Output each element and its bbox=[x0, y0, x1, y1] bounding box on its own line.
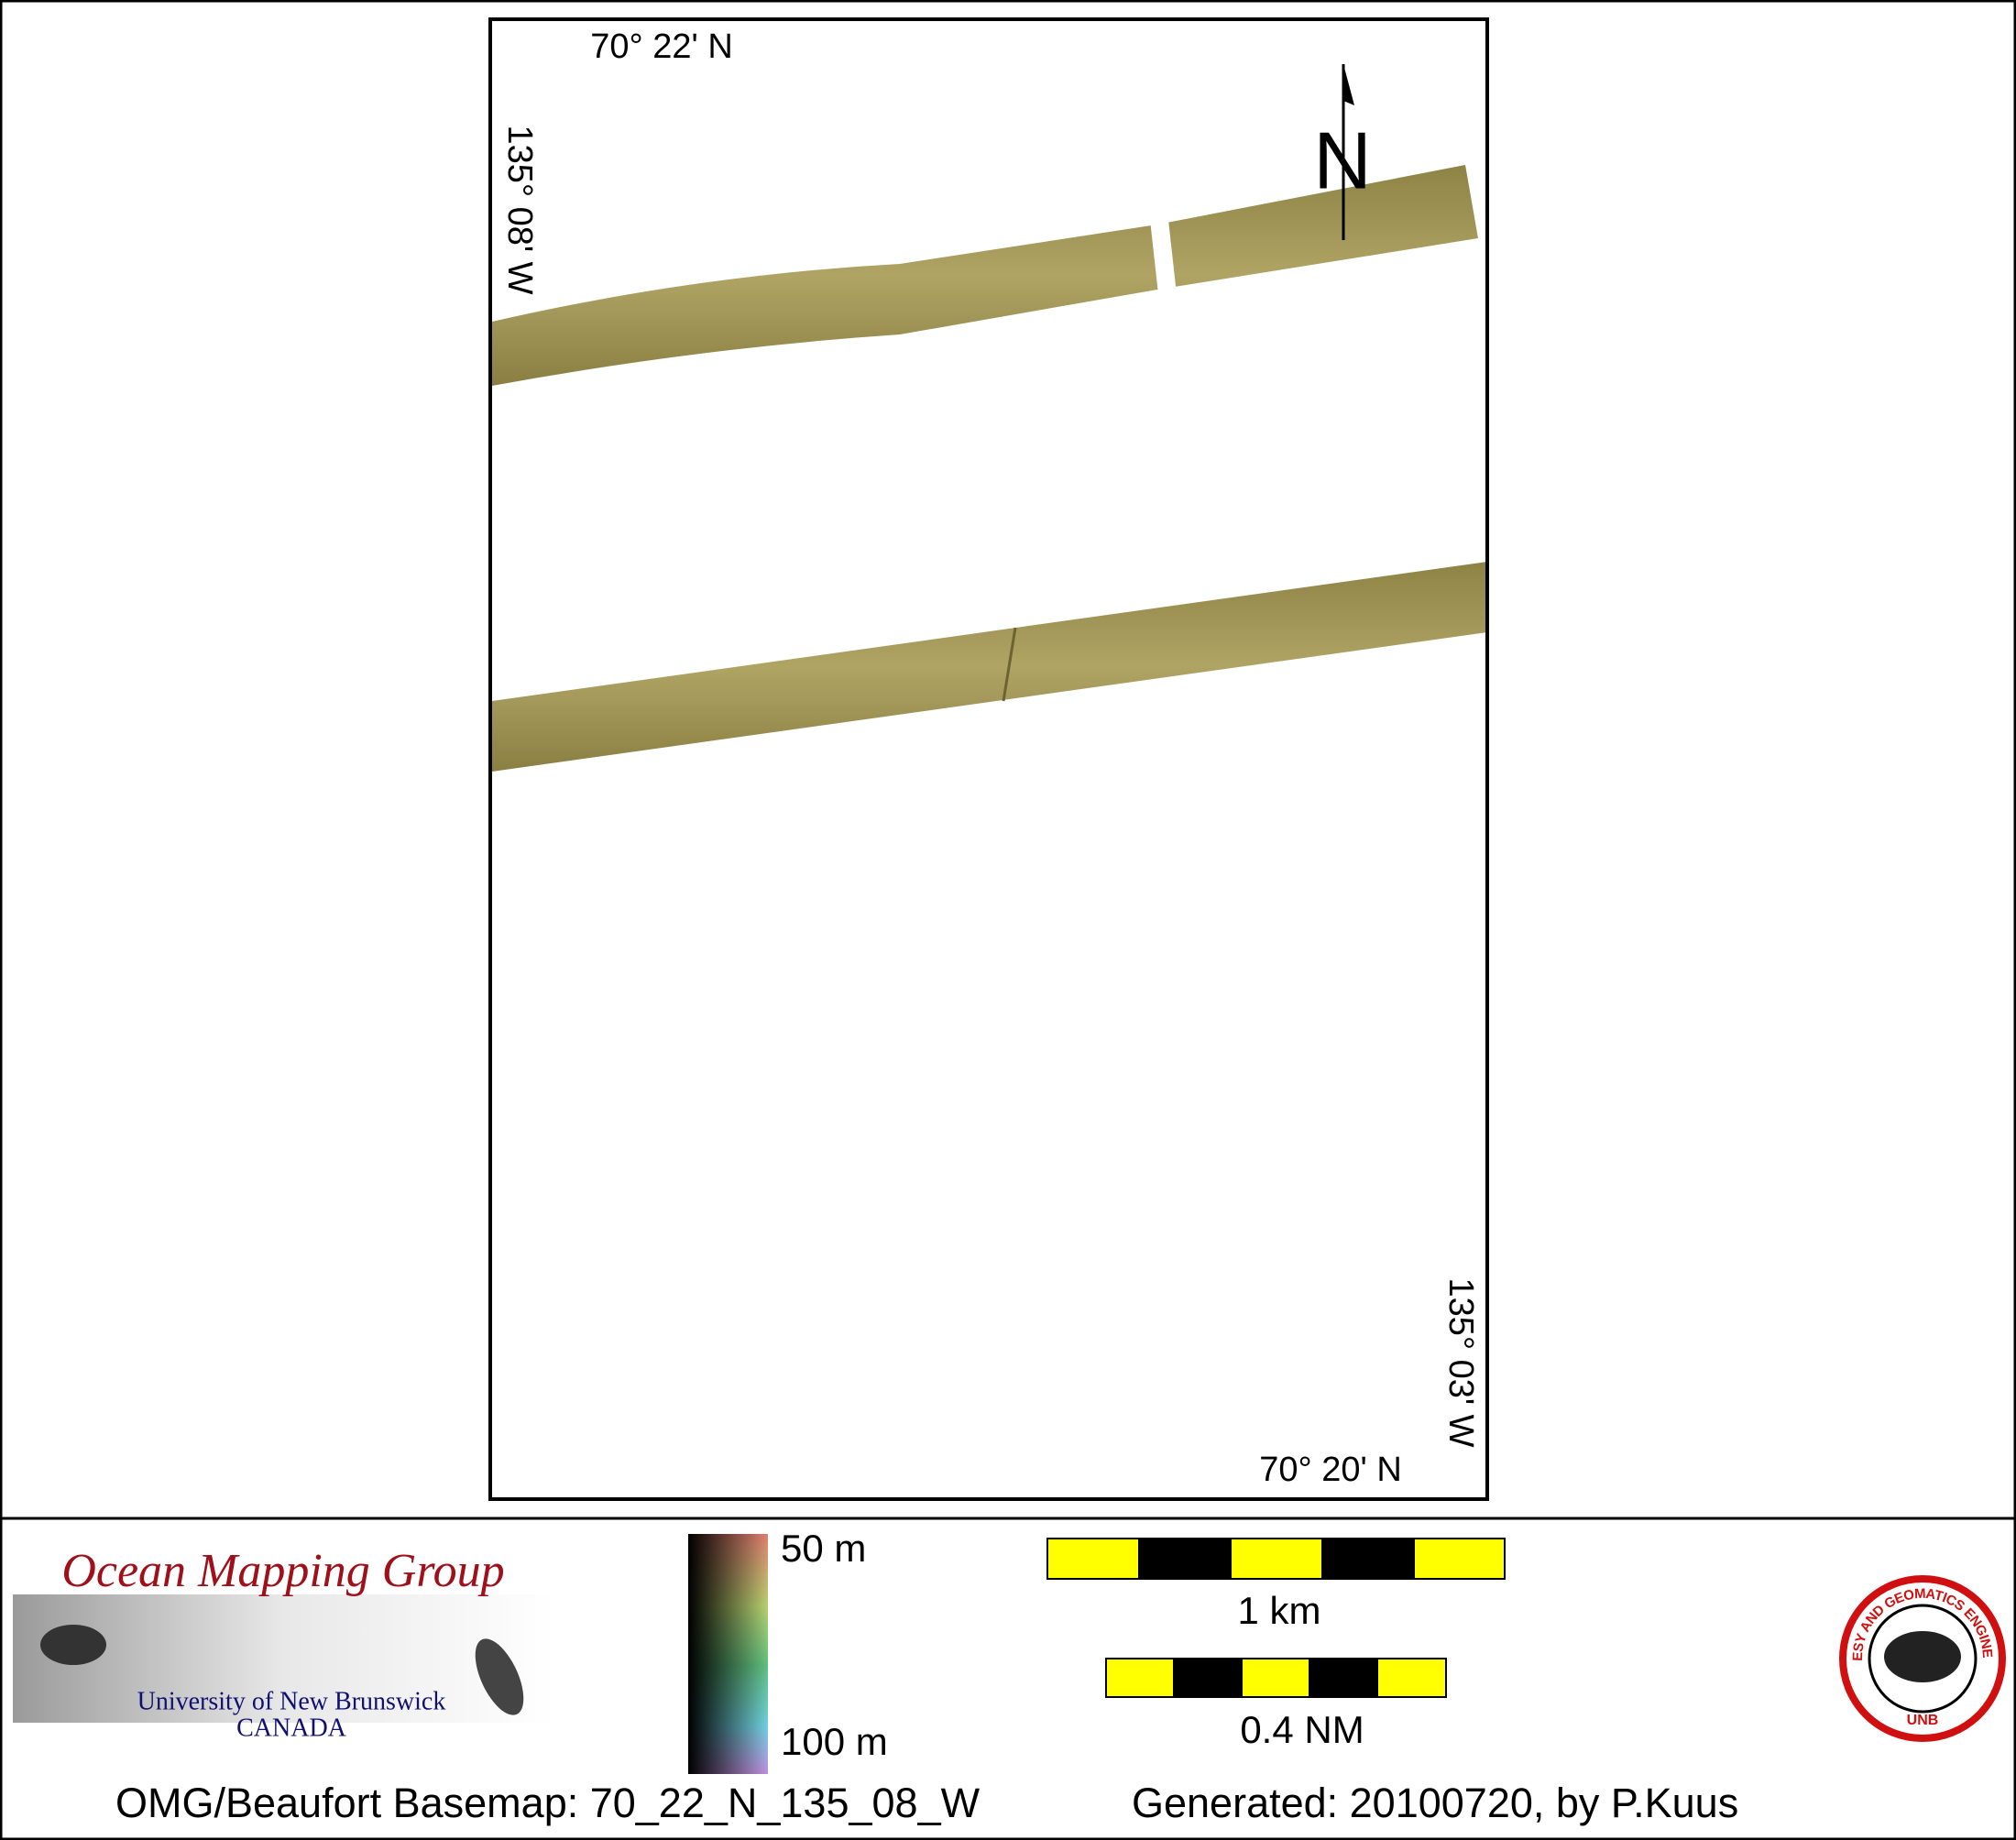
seal-inner bbox=[1868, 1604, 1978, 1714]
seal-abbr: UNB bbox=[1907, 1713, 1939, 1728]
scale-bar-km bbox=[1046, 1538, 1506, 1580]
lon-label: 135° 03' W bbox=[1441, 1277, 1480, 1447]
basemap-label: OMG/Beaufort Basemap: 70_22_N_135_08_W bbox=[115, 1780, 981, 1826]
logo-background bbox=[13, 1594, 553, 1723]
seabed-feature bbox=[1002, 627, 1017, 702]
scale-segment bbox=[1046, 1538, 1140, 1580]
generated-label: Generated: 20100720, by P.Kuus bbox=[1132, 1780, 1738, 1826]
color-bar-shade bbox=[688, 1534, 768, 1774]
survey-strip bbox=[492, 165, 1478, 386]
scale-segment bbox=[1241, 1658, 1310, 1698]
logo-text: University of New Brunswick bbox=[137, 1687, 446, 1715]
lat-label: 70° 22' N bbox=[590, 27, 733, 66]
scale-segment bbox=[1376, 1658, 1447, 1698]
scale-segment bbox=[1173, 1658, 1243, 1698]
scale-label: 0.4 NM bbox=[1240, 1708, 1364, 1751]
depth-label: 50 m bbox=[781, 1527, 866, 1570]
map-frame bbox=[488, 17, 1489, 1501]
north-label: N bbox=[1313, 115, 1372, 205]
north-arrow-head bbox=[1343, 64, 1354, 105]
scale-segment bbox=[1309, 1658, 1378, 1698]
strip-gap bbox=[1150, 220, 1178, 302]
survey-strip bbox=[492, 562, 1487, 772]
logo-shape bbox=[475, 1638, 524, 1715]
scale-segment bbox=[1230, 1538, 1323, 1580]
scale-segment bbox=[1138, 1538, 1232, 1580]
scale-segment bbox=[1321, 1538, 1415, 1580]
scale-label: 1 km bbox=[1237, 1589, 1320, 1632]
lat-label: 70° 20' N bbox=[1259, 1451, 1402, 1489]
seal-globe bbox=[1884, 1631, 1961, 1682]
logo-title: Ocean Mapping Group bbox=[61, 1545, 504, 1597]
depth-label: 100 m bbox=[781, 1720, 888, 1763]
scale-segment bbox=[1413, 1538, 1506, 1580]
lon-label: 135° 08' W bbox=[500, 125, 539, 294]
scale-segment bbox=[1105, 1658, 1175, 1698]
scale-bar-nm bbox=[1105, 1658, 1447, 1698]
logo-shape bbox=[40, 1625, 106, 1665]
logo-text: CANADA bbox=[236, 1714, 347, 1742]
